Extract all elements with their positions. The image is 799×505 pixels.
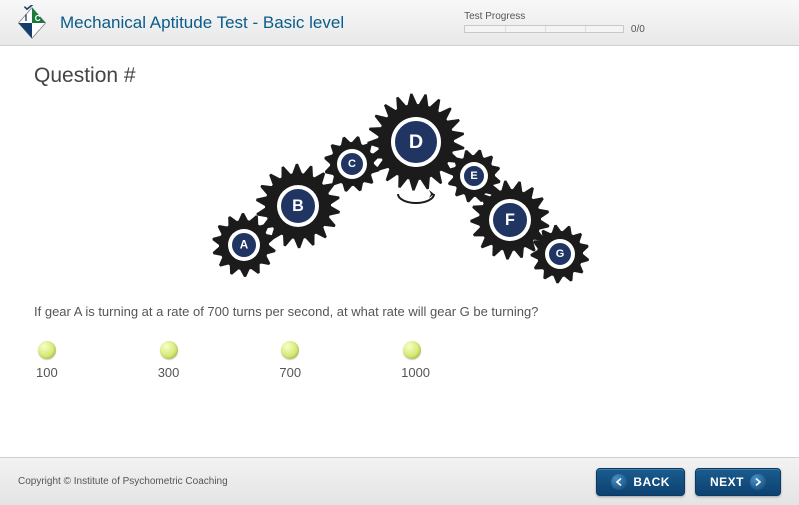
page-title: Mechanical Aptitude Test - Basic level [60,13,344,33]
gear-diagram: A B C D E F G [34,86,765,286]
logo-icon: I P C [14,5,50,41]
next-button-label: NEXT [710,475,744,489]
svg-text:A: A [239,239,248,252]
option-1[interactable]: 300 [158,341,180,380]
radio-icon [160,341,178,359]
svg-text:F: F [505,211,515,229]
option-label: 1000 [401,365,430,380]
option-2[interactable]: 700 [279,341,301,380]
next-button[interactable]: NEXT [695,468,781,496]
svg-text:E: E [470,170,477,182]
progress-label: Test Progress [464,11,645,22]
radio-icon [281,341,299,359]
option-3[interactable]: 1000 [401,341,430,380]
arrow-left-icon [611,474,627,490]
option-label: 700 [279,365,301,380]
svg-text:P: P [35,24,41,34]
copyright-text: Copyright © Institute of Psychometric Co… [18,476,586,487]
option-label: 300 [158,365,180,380]
progress-value: 0/0 [631,24,645,35]
svg-text:D: D [408,131,422,153]
svg-text:C: C [35,14,41,23]
answer-options: 100 300 700 1000 [34,341,765,380]
progress-section: Test Progress 0/0 [464,11,645,35]
svg-text:C: C [348,158,356,170]
radio-icon [38,341,56,359]
radio-icon [403,341,421,359]
svg-text:B: B [292,197,304,215]
svg-text:I: I [25,13,28,23]
svg-text:G: G [555,248,564,260]
main-content: Question # A B C D E F G If gear A is turning … [0,46,799,457]
option-label: 100 [36,365,58,380]
back-button-label: BACK [633,475,670,489]
question-heading: Question # [34,64,765,88]
progress-bar [464,25,624,33]
question-text: If gear A is turning at a rate of 700 tu… [34,304,765,319]
option-0[interactable]: 100 [36,341,58,380]
arrow-right-icon [750,474,766,490]
footer-bar: Copyright © Institute of Psychometric Co… [0,457,799,505]
back-button[interactable]: BACK [596,468,685,496]
header-bar: I P C Mechanical Aptitude Test - Basic l… [0,0,799,46]
